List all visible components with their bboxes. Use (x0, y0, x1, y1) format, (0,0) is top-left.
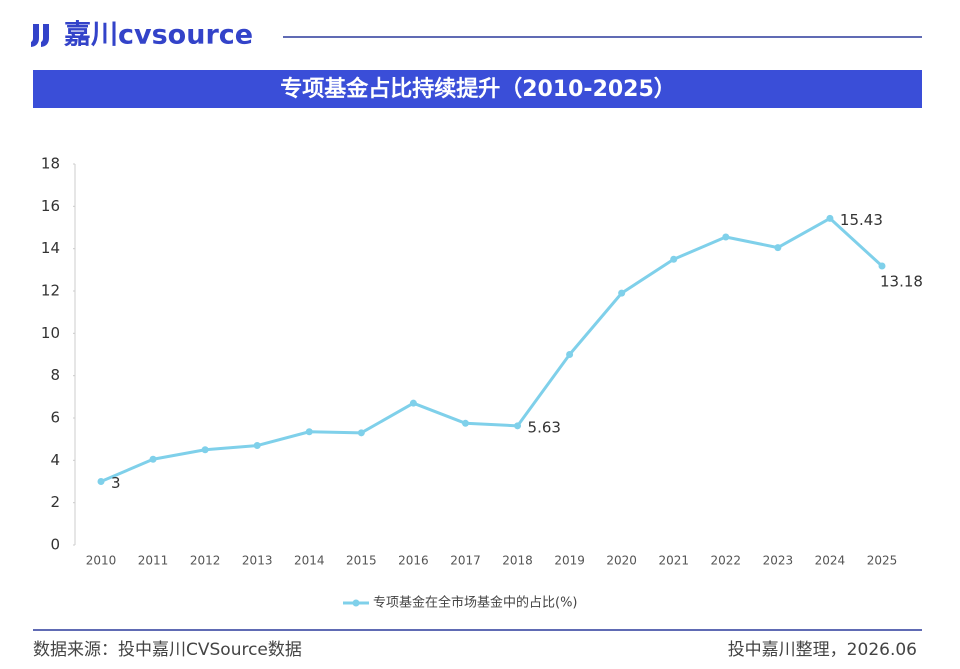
data-point (253, 442, 261, 450)
data-point (722, 233, 730, 241)
x-tick-label: 2022 (711, 554, 742, 568)
y-tick-label: 16 (41, 197, 60, 215)
x-tick-label: 2013 (242, 554, 273, 568)
data-point (461, 419, 469, 427)
data-point (409, 399, 417, 407)
y-tick-label: 14 (41, 239, 60, 257)
x-tick-label: 2011 (138, 554, 169, 568)
legend-label: 专项基金在全市场基金中的占比(%) (373, 595, 578, 611)
data-label: 15.43 (840, 211, 883, 229)
credit-note: 投中嘉川整理，2026.06 (728, 640, 917, 660)
x-tick-label: 2019 (554, 554, 585, 568)
y-tick-label: 12 (41, 282, 60, 300)
logo-text: 嘉川cvsource (64, 20, 253, 51)
x-tick-label: 2024 (815, 554, 846, 568)
x-tick-label: 2021 (658, 554, 689, 568)
data-label: 3 (111, 474, 121, 492)
chart-title: 专项基金占比持续提升（2010-2025） (280, 76, 676, 102)
data-point (305, 428, 313, 436)
y-tick-label: 8 (50, 366, 60, 384)
data-label: 13.18 (880, 273, 923, 291)
y-tick-label: 6 (50, 409, 60, 427)
title-bar (33, 70, 922, 108)
series-line (100, 216, 884, 483)
x-tick-label: 2010 (86, 554, 117, 568)
data-point (201, 446, 209, 454)
x-tick-label: 2020 (606, 554, 637, 568)
data-point (826, 214, 834, 222)
y-tick-label: 10 (41, 324, 60, 342)
x-tick-label: 2018 (502, 554, 533, 568)
y-tick-label: 18 (41, 155, 60, 173)
data-point (566, 351, 574, 358)
data-point (514, 422, 522, 430)
source-note: 数据来源：投中嘉川CVSource数据 (33, 640, 302, 660)
legend-dot (352, 599, 360, 607)
data-point (149, 455, 157, 463)
x-tick-label: 2016 (398, 554, 429, 568)
data-point (670, 255, 678, 263)
data-point (878, 262, 886, 270)
x-tick-label: 2015 (346, 554, 377, 568)
y-tick-label: 0 (50, 536, 60, 554)
y-tick-label: 2 (50, 493, 60, 511)
data-label: 5.63 (528, 418, 561, 436)
x-tick-label: 2023 (763, 554, 794, 568)
data-point (357, 429, 365, 437)
data-point (97, 478, 105, 485)
data-point (618, 289, 626, 297)
x-tick-label: 2025 (867, 554, 898, 568)
x-tick-label: 2017 (450, 554, 481, 568)
logo-icon (31, 24, 49, 47)
x-tick-label: 2012 (190, 554, 221, 568)
logo: 嘉川cvsource (31, 20, 253, 51)
y-tick-label: 4 (50, 451, 60, 469)
data-point (774, 244, 782, 252)
x-tick-label: 2014 (294, 554, 325, 568)
